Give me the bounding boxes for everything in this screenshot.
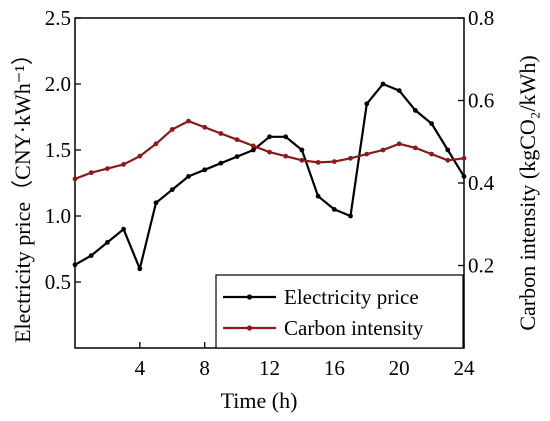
data-point-carbon <box>250 143 256 149</box>
data-point-price <box>137 266 143 272</box>
data-point-carbon <box>283 153 289 159</box>
x-tick-label: 24 <box>454 356 476 380</box>
x-tick-label: 4 <box>135 356 146 380</box>
legend-box <box>215 274 464 349</box>
data-point-carbon <box>72 176 78 182</box>
data-point-carbon <box>153 141 159 147</box>
data-point-price <box>396 88 402 93</box>
data-point-price <box>429 121 434 126</box>
data-point-price <box>299 147 305 153</box>
y-left-tick-label: 2.5 <box>45 6 71 30</box>
data-point-carbon <box>380 147 386 153</box>
data-point-carbon <box>364 151 370 157</box>
data-point-price <box>331 207 337 212</box>
data-point-price <box>72 262 78 268</box>
x-axis-label: Time (h) <box>221 388 298 413</box>
y-axis-left-label: Electricity price（CNY·kWh⁻¹） <box>10 43 35 343</box>
y-left-tick-label: 1.5 <box>45 138 71 162</box>
data-point-carbon <box>315 160 321 165</box>
data-point-carbon <box>461 155 467 161</box>
legend-marker-carbon <box>246 325 253 331</box>
axes-layer: 4 8 12 16 20 24 0.5 1.0 1.5 2.0 2.5 0.2 0.4 0.6 0.8 <box>45 6 495 380</box>
y-right-tick-label: 0.8 <box>468 6 494 30</box>
y-right-tick-label: 0.6 <box>468 89 494 113</box>
data-point-carbon <box>331 159 337 165</box>
data-point-price <box>445 147 451 153</box>
data-point-price <box>121 226 126 232</box>
data-point-price <box>153 200 159 206</box>
data-point-price <box>348 213 353 219</box>
y-axis-right-label: Carbon intensity (kgCO₂/kWh) <box>515 55 540 330</box>
legend-label-carbon: Carbon intensity <box>284 316 424 340</box>
data-point-carbon <box>186 118 191 124</box>
data-point-carbon <box>202 124 208 130</box>
data-point-carbon <box>218 131 224 136</box>
data-point-price <box>234 154 240 160</box>
data-point-carbon <box>121 162 126 167</box>
y-left-tick-label: 1.0 <box>45 204 71 228</box>
data-point-carbon <box>413 145 418 151</box>
data-point-price <box>202 167 208 173</box>
y-right-tick-label: 0.4 <box>468 171 495 195</box>
y-left-tick-label: 2.0 <box>45 72 71 96</box>
x-tick-label: 8 <box>199 356 210 380</box>
x-tick-label: 20 <box>389 356 410 380</box>
data-point-price <box>250 147 256 153</box>
data-point-price <box>267 134 272 140</box>
data-point-price <box>218 160 224 166</box>
data-point-price <box>169 187 175 193</box>
data-point-carbon <box>267 149 272 155</box>
legend: Electricity price Carbon intensity <box>215 274 464 349</box>
data-point-price <box>315 193 321 199</box>
data-point-price <box>380 81 386 87</box>
x-tick-label: 12 <box>259 356 280 380</box>
legend-marker-price <box>246 294 253 300</box>
x-tick-label: 16 <box>324 356 345 380</box>
data-point-carbon <box>348 155 353 161</box>
data-point-price <box>186 174 191 179</box>
data-point-carbon <box>445 157 451 163</box>
data-point-carbon <box>169 126 175 132</box>
data-point-carbon <box>137 153 143 159</box>
data-point-price <box>413 108 418 113</box>
data-point-price <box>88 253 94 258</box>
data-point-carbon <box>429 151 434 157</box>
legend-label-price: Electricity price <box>284 285 419 309</box>
data-point-price <box>364 101 370 107</box>
data-point-price <box>105 240 110 245</box>
data-point-carbon <box>88 170 94 176</box>
data-point-price <box>461 174 467 179</box>
data-point-carbon <box>105 166 110 172</box>
series-line-price <box>74 82 465 270</box>
y-left-tick-label: 0.5 <box>45 270 71 294</box>
y-right-tick-label: 0.2 <box>468 254 494 278</box>
data-point-carbon <box>396 141 402 147</box>
data-point-carbon <box>299 157 305 163</box>
data-point-price <box>283 134 289 140</box>
data-point-carbon <box>234 137 240 143</box>
series-layer <box>72 81 467 272</box>
